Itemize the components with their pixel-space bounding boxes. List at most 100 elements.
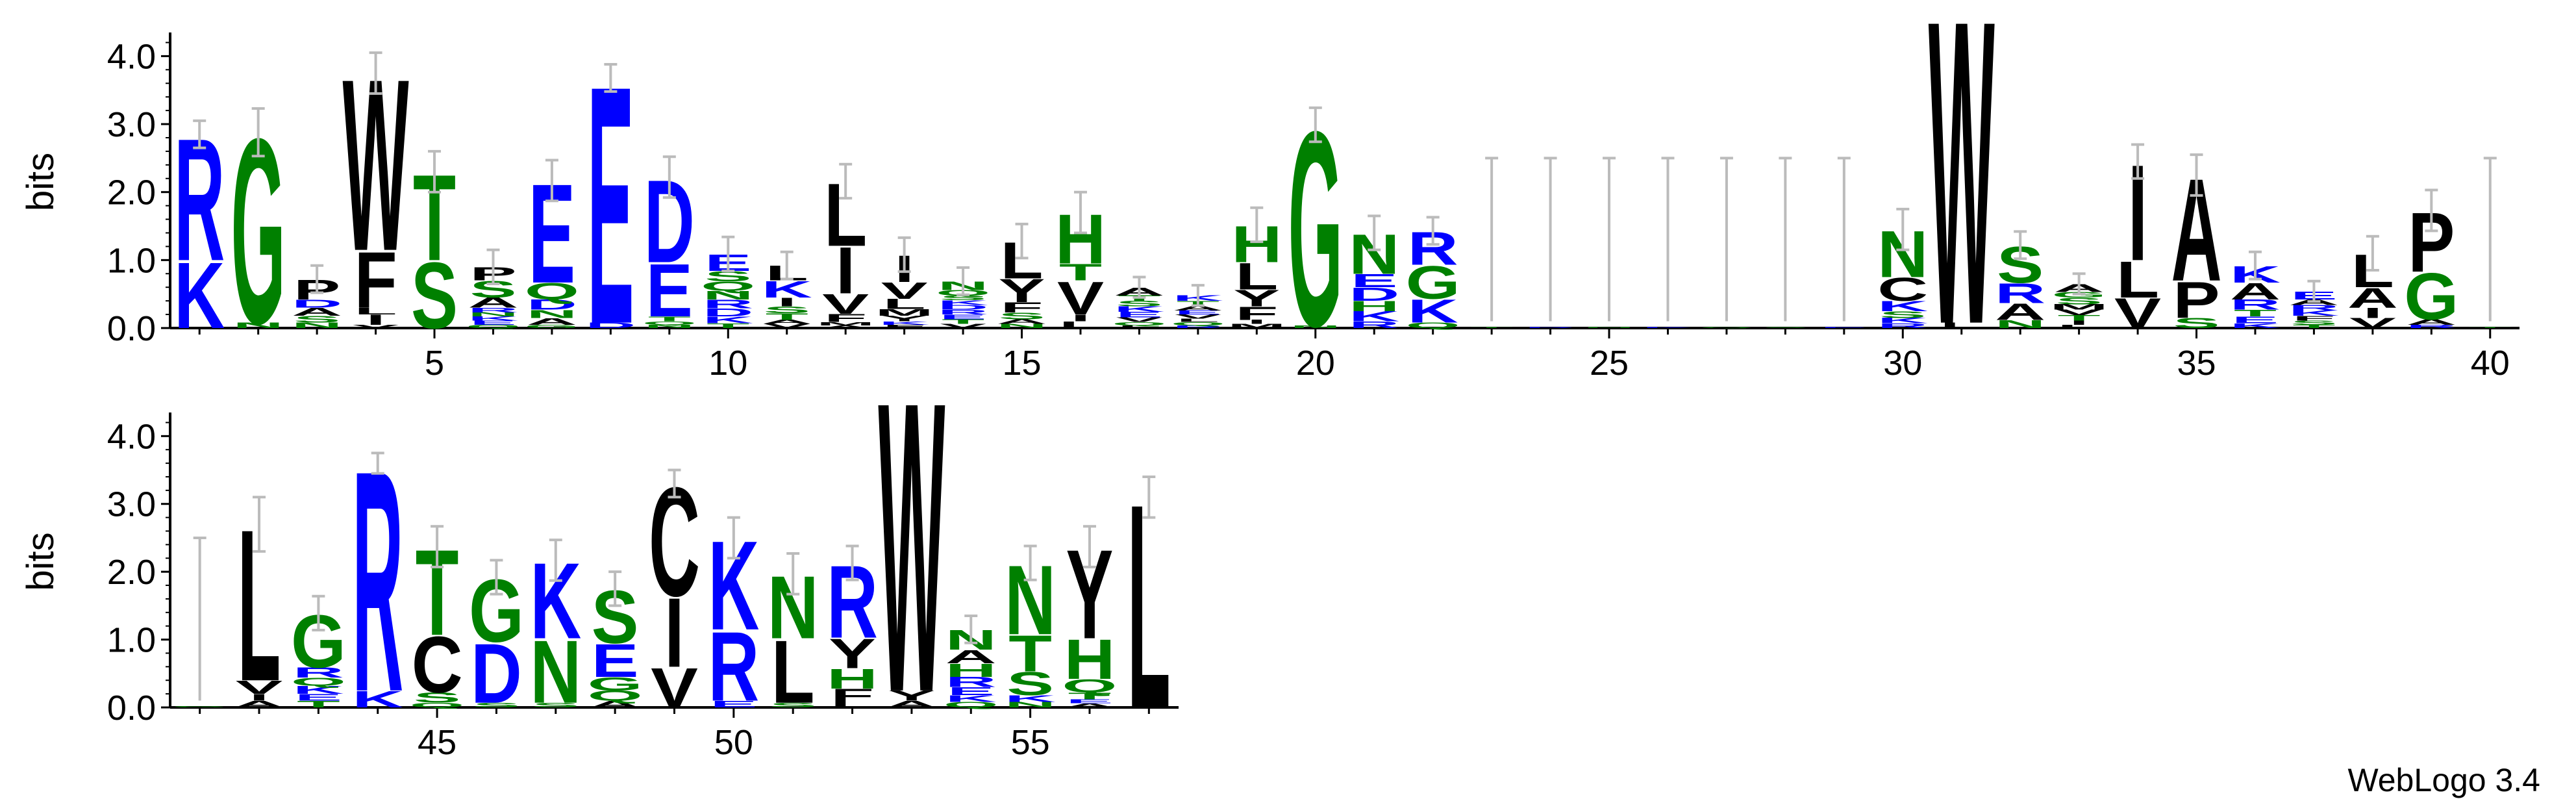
x-tick-label: 55 — [1011, 723, 1050, 762]
logo-letter-I: I — [2363, 305, 2382, 321]
logo-letter-D: D — [471, 627, 522, 721]
logo-letter-C: C — [412, 620, 463, 710]
logo-letter-V: V — [822, 288, 869, 320]
logo-letter-T: T — [2234, 308, 2277, 318]
logo-letter-I: I — [1071, 313, 1090, 324]
logo-letter-K: K — [2288, 309, 2339, 318]
logo-letter-Q: Q — [410, 702, 465, 709]
logo-letter-S: S — [1007, 666, 1054, 703]
logo-letter-D: D — [1349, 284, 1399, 305]
logo-letter-D: D — [585, 322, 636, 330]
logo-letter-E: E — [295, 692, 342, 703]
logo-letter-M: M — [1227, 323, 1286, 329]
logo-letter-L: L — [883, 296, 926, 312]
logo-letter-Q: Q — [1171, 321, 1225, 326]
logo-letter-A: A — [997, 318, 1047, 325]
logo-letter-P: P — [2173, 272, 2220, 329]
logo-letter-A: A — [234, 699, 285, 709]
logo-letter-E: E — [646, 248, 693, 333]
logo-letter-K: K — [1877, 298, 1928, 314]
logo-letter-R: R — [1877, 322, 1928, 329]
logo-letter-T: T — [648, 316, 691, 323]
logo-letter-E: E — [469, 320, 516, 326]
logo-letter-W: W — [1929, 0, 1995, 415]
logo-letter-W: W — [878, 316, 945, 779]
logo-letter-A: A — [1064, 702, 1116, 709]
logo-letter-Q: Q — [944, 701, 999, 709]
logo-letter-V: V — [1057, 272, 1104, 325]
logo-letter-L: L — [1940, 322, 1983, 330]
logo-letter-Q: Q — [642, 320, 697, 325]
logo-letter-S: S — [414, 690, 461, 705]
logo-letter-F: F — [883, 324, 926, 329]
logo-letter-V: V — [881, 278, 928, 305]
logo-letter-A: A — [2230, 279, 2281, 305]
y-tick-label: 2.0 — [107, 553, 156, 592]
logo-letter-N: N — [1290, 325, 1341, 329]
logo-letter-R: R — [1349, 320, 1399, 330]
logo-letter-N: N — [997, 323, 1047, 329]
logo-letter-T: T — [942, 318, 984, 325]
logo-letter-Y: Y — [888, 688, 936, 704]
logo-letter-R: R — [468, 307, 518, 314]
logo-letter-N: N — [1584, 327, 1634, 328]
y-tick-label: 1.0 — [107, 621, 156, 660]
logo-letter-L: L — [2116, 251, 2159, 309]
logo-letter-E: E — [1066, 698, 1114, 705]
logo-letter-V: V — [651, 657, 698, 720]
logo-letter-N: N — [530, 623, 581, 722]
logo-letter-R: R — [1525, 327, 1576, 328]
logo-letter-N: N — [527, 308, 577, 320]
logo-letter-G: G — [525, 324, 579, 329]
logo-letter-S: S — [998, 311, 1045, 321]
logo-letter-Q: Q — [291, 676, 346, 689]
logo-letter-A: A — [1995, 299, 2045, 325]
logo-letter-H: H — [827, 663, 878, 694]
y-axis-label: bits — [19, 153, 62, 211]
logo-letter-Q: Q — [1062, 676, 1118, 696]
logo-letter-G: G — [588, 674, 643, 694]
logo-letter-S: S — [1879, 309, 1926, 320]
logo-letter-L: L — [1235, 255, 1278, 298]
x-tick-label: 15 — [1002, 344, 1041, 383]
logo-letter-Y: Y — [1233, 285, 1280, 312]
logo-letter-R: R — [1173, 325, 1223, 329]
logo-letter-R: R — [2288, 303, 2339, 312]
logo-letter-N: N — [1005, 701, 1056, 709]
logo-letter-N: N — [233, 322, 284, 330]
logo-letter-A: A — [820, 325, 871, 329]
logo-letter-K: K — [703, 315, 753, 325]
logo-letter-K: K — [1642, 327, 1693, 328]
logo-letter-G: G — [172, 705, 227, 707]
x-tick-label: 35 — [2177, 344, 2216, 383]
logo-letter-T: T — [707, 322, 749, 329]
logo-letter-D: D — [938, 304, 988, 311]
logo-letter-V: V — [2056, 309, 2103, 317]
logo-letter-L: L — [355, 306, 397, 316]
logo-letter-K: K — [762, 276, 812, 303]
logo-letter-K: K — [1349, 309, 1399, 325]
logo-letter-E: E — [592, 634, 639, 687]
logo-letter-T: T — [2292, 324, 2335, 329]
logo-letter-C: C — [1877, 271, 1928, 308]
logo-letter-K: K — [879, 320, 930, 325]
logo-letter-S: S — [2056, 296, 2103, 306]
logo-letter-G: G — [1406, 256, 1460, 309]
logo-letter-M: M — [816, 321, 875, 326]
logo-letter-S: S — [411, 243, 458, 348]
logo-letter-R: R — [703, 298, 753, 311]
logo-letter-T: T — [766, 311, 808, 322]
logo-letter-S: S — [294, 314, 340, 325]
logo-letter-A: A — [2347, 282, 2398, 314]
logo-letter-R: R — [945, 674, 997, 690]
logo-letter-F: F — [1235, 303, 1278, 324]
logo-letter-S: S — [769, 702, 817, 709]
logo-letter-I: I — [777, 296, 797, 309]
logo-letter-V: V — [2349, 315, 2396, 331]
logo-letter-V: V — [236, 677, 283, 698]
logo-letter-S: S — [473, 702, 520, 709]
logo-letter-Q: Q — [1112, 321, 1166, 326]
logo-letter-A: A — [945, 646, 997, 667]
